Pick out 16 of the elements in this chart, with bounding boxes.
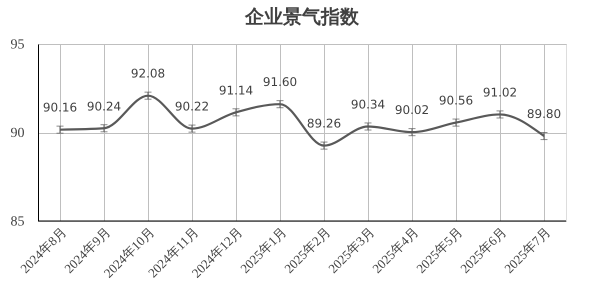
data-label: 91.14 [218, 83, 254, 98]
y-tick-label: 95 [10, 38, 24, 52]
y-tick-label: 90 [10, 126, 24, 141]
data-label: 90.56 [438, 94, 474, 108]
chart-title: 企业景气指数 [244, 6, 360, 28]
data-label: 90.22 [174, 100, 210, 114]
data-label: 90.02 [394, 103, 430, 118]
data-label: 91.02 [482, 85, 518, 100]
data-label: 89.26 [306, 116, 342, 131]
data-label: 90.24 [86, 99, 122, 114]
data-label: 92.08 [130, 66, 166, 81]
y-tick-label: 85 [10, 214, 24, 230]
data-label: 90.16 [42, 100, 78, 115]
data-label: 89.80 [526, 107, 562, 122]
data-label: 91.60 [262, 75, 298, 90]
data-label: 90.34 [350, 97, 386, 112]
